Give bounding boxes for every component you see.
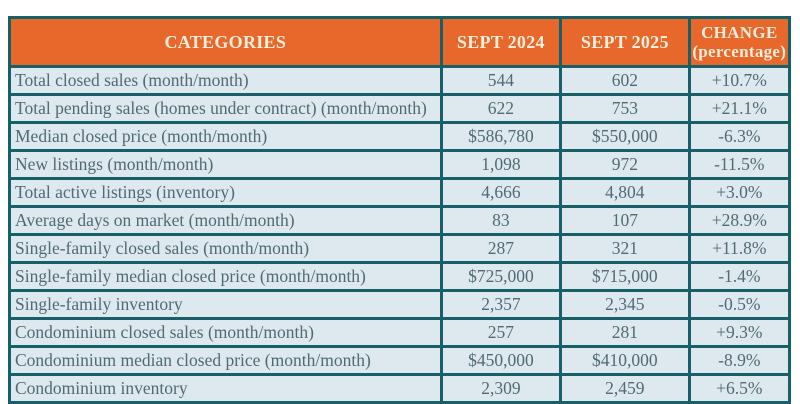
category-cell: Total closed sales (month/month) (8, 65, 443, 96)
change-cell: +6.5% (687, 373, 792, 404)
table-row: Average days on market (month/month) 83 … (8, 205, 792, 236)
sept-2024-cell: 622 (439, 93, 563, 124)
sept-2024-cell: $725,000 (439, 261, 563, 292)
sept-2025-cell: 281 (559, 317, 691, 348)
table-row: Total closed sales (month/month) 544 602… (8, 65, 792, 96)
change-cell: -1.4% (687, 261, 792, 292)
category-cell: Average days on market (month/month) (8, 205, 443, 236)
market-stats-table: CATEGORIES SEPT 2024 SEPT 2025 CHANGE (p… (8, 16, 792, 404)
change-cell: -6.3% (687, 121, 792, 152)
market-stats-table-wrap: CATEGORIES SEPT 2024 SEPT 2025 CHANGE (p… (8, 16, 792, 404)
table-header: CATEGORIES SEPT 2024 SEPT 2025 CHANGE (p… (8, 16, 792, 68)
sept-2024-cell: 287 (439, 233, 563, 264)
category-cell: Median closed price (month/month) (8, 121, 443, 152)
col-header-categories: CATEGORIES (8, 16, 443, 68)
sept-2024-cell: 2,357 (439, 289, 563, 320)
sept-2024-cell: 83 (439, 205, 563, 236)
category-cell: Total pending sales (homes under contrac… (8, 93, 443, 124)
sept-2025-cell: 2,459 (559, 373, 691, 404)
category-cell: Single-family closed sales (month/month) (8, 233, 443, 264)
category-cell: Single-family inventory (8, 289, 443, 320)
category-cell: Condominium inventory (8, 373, 443, 404)
category-cell: Total active listings (inventory) (8, 177, 443, 208)
sept-2025-cell: 972 (559, 149, 691, 180)
sept-2024-cell: 544 (439, 65, 563, 96)
col-header-sept-2025: SEPT 2025 (559, 16, 691, 68)
change-cell: +9.3% (687, 317, 792, 348)
category-cell: Single-family median closed price (month… (8, 261, 443, 292)
change-cell: -8.9% (687, 345, 792, 376)
table-row: Condominium closed sales (month/month) 2… (8, 317, 792, 348)
table-row: Total pending sales (homes under contrac… (8, 93, 792, 124)
sept-2024-cell: 257 (439, 317, 563, 348)
sept-2024-cell: 1,098 (439, 149, 563, 180)
category-cell: Condominium closed sales (month/month) (8, 317, 443, 348)
category-cell: Condominium median closed price (month/m… (8, 345, 443, 376)
change-header-line2: (percentage) (692, 42, 787, 61)
col-header-change: CHANGE (percentage) (687, 16, 792, 68)
col-header-sept-2024: SEPT 2024 (439, 16, 563, 68)
sept-2025-cell: 4,804 (559, 177, 691, 208)
change-cell: -0.5% (687, 289, 792, 320)
table-row: Single-family inventory 2,357 2,345 -0.5… (8, 289, 792, 320)
change-cell: +11.8% (687, 233, 792, 264)
header-row: CATEGORIES SEPT 2024 SEPT 2025 CHANGE (p… (8, 16, 792, 68)
sept-2024-cell: 4,666 (439, 177, 563, 208)
sept-2025-cell: 107 (559, 205, 691, 236)
change-cell: -11.5% (687, 149, 792, 180)
sept-2024-cell: 2,309 (439, 373, 563, 404)
category-cell: New listings (month/month) (8, 149, 443, 180)
table-row: Total active listings (inventory) 4,666 … (8, 177, 792, 208)
sept-2025-cell: 602 (559, 65, 691, 96)
sept-2025-cell: 753 (559, 93, 691, 124)
change-cell: +3.0% (687, 177, 792, 208)
change-header-line1: CHANGE (701, 22, 778, 42)
table-row: Condominium median closed price (month/m… (8, 345, 792, 376)
sept-2025-cell: $715,000 (559, 261, 691, 292)
table-row: Median closed price (month/month) $586,7… (8, 121, 792, 152)
sept-2025-cell: $410,000 (559, 345, 691, 376)
change-cell: +28.9% (687, 205, 792, 236)
table-body: Total closed sales (month/month) 544 602… (8, 65, 792, 404)
change-cell: +21.1% (687, 93, 792, 124)
change-cell: +10.7% (687, 65, 792, 96)
table-row: Single-family median closed price (month… (8, 261, 792, 292)
sept-2024-cell: $586,780 (439, 121, 563, 152)
sept-2025-cell: $550,000 (559, 121, 691, 152)
table-row: New listings (month/month) 1,098 972 -11… (8, 149, 792, 180)
table-row: Condominium inventory 2,309 2,459 +6.5% (8, 373, 792, 404)
sept-2025-cell: 2,345 (559, 289, 691, 320)
sept-2025-cell: 321 (559, 233, 691, 264)
table-row: Single-family closed sales (month/month)… (8, 233, 792, 264)
sept-2024-cell: $450,000 (439, 345, 563, 376)
